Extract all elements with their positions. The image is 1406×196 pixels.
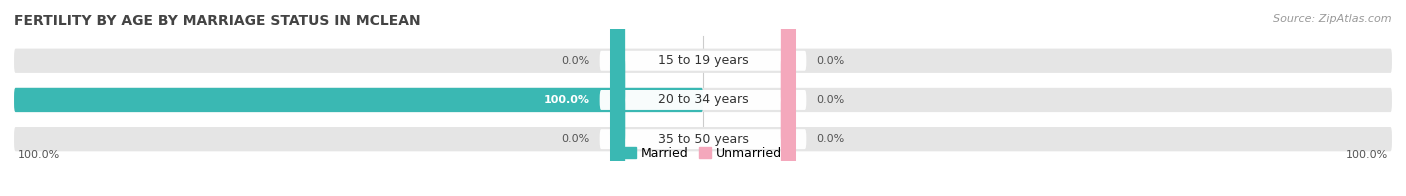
FancyBboxPatch shape — [599, 90, 807, 110]
FancyBboxPatch shape — [610, 18, 626, 104]
FancyBboxPatch shape — [14, 49, 1392, 73]
Text: FERTILITY BY AGE BY MARRIAGE STATUS IN MCLEAN: FERTILITY BY AGE BY MARRIAGE STATUS IN M… — [14, 14, 420, 28]
FancyBboxPatch shape — [599, 51, 807, 71]
Text: 0.0%: 0.0% — [817, 134, 845, 144]
Text: 100.0%: 100.0% — [1347, 150, 1389, 160]
FancyBboxPatch shape — [599, 129, 807, 149]
Text: 100.0%: 100.0% — [17, 150, 59, 160]
FancyBboxPatch shape — [780, 18, 796, 104]
FancyBboxPatch shape — [14, 127, 1392, 151]
Legend: Married, Unmarried: Married, Unmarried — [619, 142, 787, 165]
Text: 0.0%: 0.0% — [817, 95, 845, 105]
Text: 15 to 19 years: 15 to 19 years — [658, 54, 748, 67]
FancyBboxPatch shape — [610, 96, 626, 182]
FancyBboxPatch shape — [610, 57, 626, 143]
Text: 0.0%: 0.0% — [561, 56, 589, 66]
FancyBboxPatch shape — [780, 96, 796, 182]
Text: 0.0%: 0.0% — [561, 134, 589, 144]
Text: 35 to 50 years: 35 to 50 years — [658, 133, 748, 146]
Text: 20 to 34 years: 20 to 34 years — [658, 93, 748, 106]
Text: Source: ZipAtlas.com: Source: ZipAtlas.com — [1274, 14, 1392, 24]
Text: 100.0%: 100.0% — [543, 95, 589, 105]
FancyBboxPatch shape — [780, 57, 796, 143]
Text: 0.0%: 0.0% — [817, 56, 845, 66]
FancyBboxPatch shape — [14, 88, 1392, 112]
FancyBboxPatch shape — [14, 88, 703, 112]
